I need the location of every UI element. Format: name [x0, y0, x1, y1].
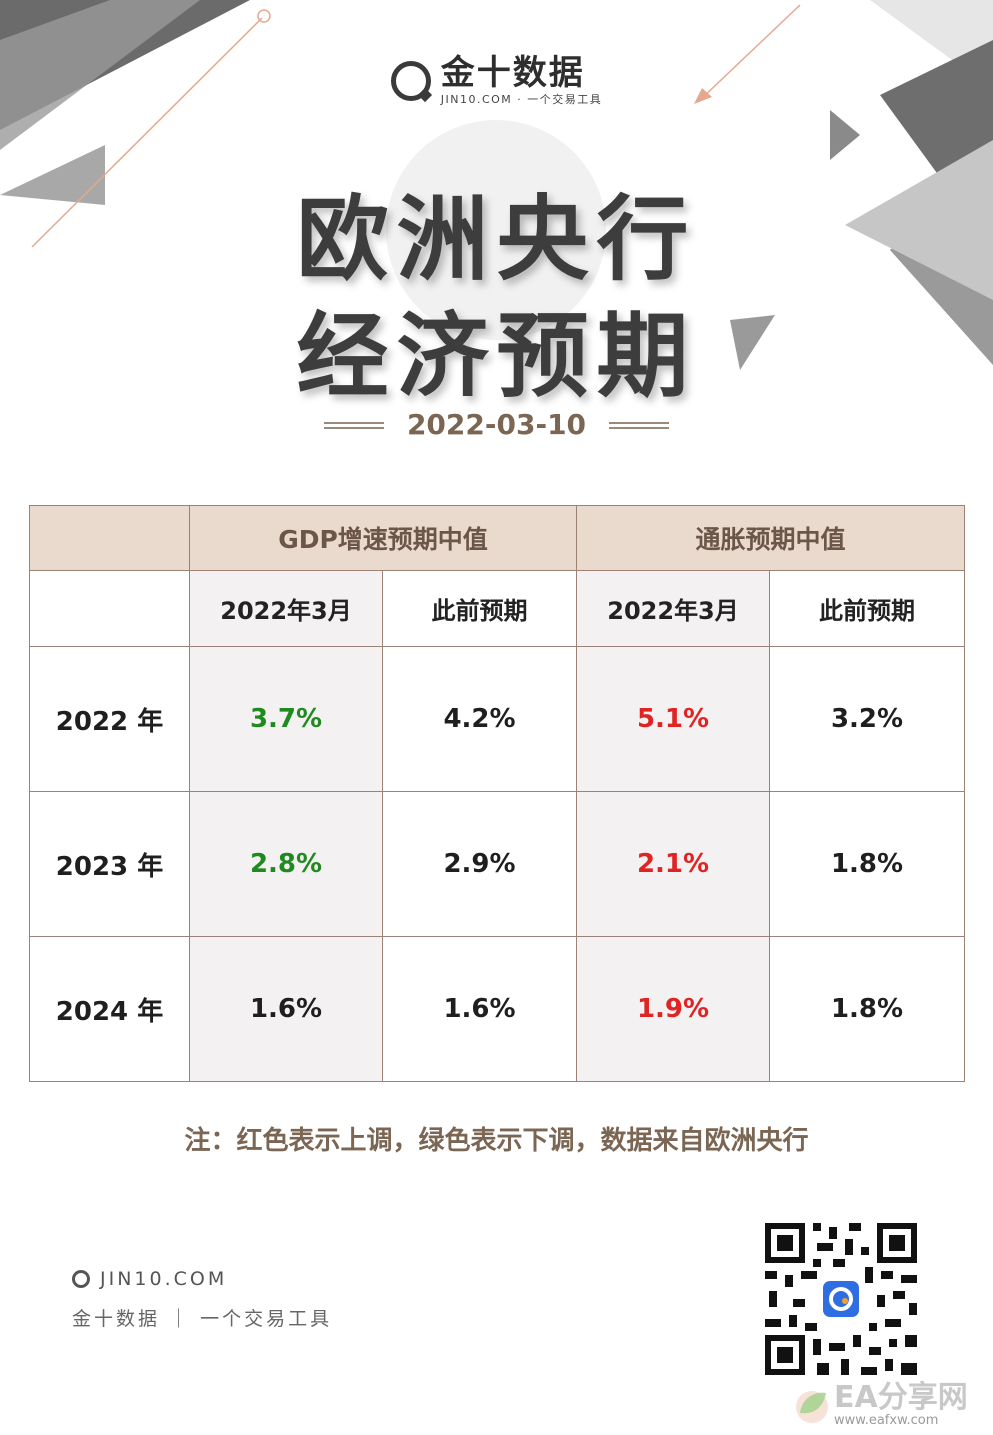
table-group-header-row: GDP增速预期中值 通胀预期中值: [29, 505, 966, 571]
table-sub-header-row: 2022年3月 此前预期 2022年3月 此前预期: [29, 570, 966, 647]
table-row: 2023 年 2.8% 2.9% 2.1% 1.8%: [29, 791, 966, 937]
gdp-previous-header: 此前预期: [381, 570, 578, 647]
year-column-header: [29, 570, 190, 647]
inflation-current-value: 5.1%: [576, 646, 771, 792]
badge-name: EA分享网: [834, 1379, 968, 1415]
table-row: 2024 年 1.6% 1.6% 1.9% 1.8%: [29, 936, 966, 1082]
badge-url: www.eafxw.com: [834, 1412, 939, 1428]
legend-note: 注：红色表示上调，绿色表示下调，数据来自欧洲央行: [184, 1126, 809, 1156]
date-ornament-right: [609, 418, 670, 432]
row-year: 2024 年: [29, 936, 190, 1082]
logo-icon: [72, 1270, 90, 1288]
row-year: 2023 年: [29, 791, 190, 937]
row-year: 2022 年: [29, 646, 190, 792]
gdp-previous-value: 1.6%: [381, 936, 578, 1082]
gdp-current-value: 1.6%: [189, 936, 383, 1082]
footer-url[interactable]: JIN10.COM: [100, 1268, 228, 1290]
brand-name: 金十数据: [440, 53, 585, 93]
inflation-current-value: 2.1%: [576, 791, 771, 937]
footer: JIN10.COM 金十数据 ｜ 一个交易工具: [72, 1268, 332, 1331]
qr-code[interactable]: [765, 1223, 917, 1375]
table-corner-cell: [29, 505, 190, 571]
gdp-current-value: 2.8%: [189, 791, 383, 937]
inflation-previous-value: 1.8%: [769, 791, 966, 937]
footer-tagline: 金十数据 ｜ 一个交易工具: [72, 1308, 333, 1330]
inflation-current-value: 1.9%: [576, 936, 771, 1082]
page-title-line-2: 经济预期: [296, 303, 697, 410]
gdp-current-value: 3.7%: [189, 646, 383, 792]
table-row: 2022 年 3.7% 4.2% 5.1% 3.2%: [29, 646, 966, 792]
logo-icon: [390, 61, 431, 101]
header: 金十数据 JIN10.COM · 一个交易工具: [0, 55, 993, 107]
gdp-group-header: GDP增速预期中值: [188, 505, 578, 571]
inflation-current-header: 2022年3月: [576, 570, 771, 647]
footer-url-row: JIN10.COM: [72, 1268, 332, 1290]
date-row: 2022-03-10: [0, 408, 993, 441]
forecast-table: GDP增速预期中值 通胀预期中值 2022年3月 此前预期 2022年3月 此前…: [29, 505, 966, 1082]
gdp-previous-value: 2.9%: [381, 791, 578, 937]
date-ornament-left: [323, 418, 384, 432]
report-date: 2022-03-10: [406, 408, 587, 441]
gdp-previous-value: 4.2%: [381, 646, 578, 792]
inflation-previous-header: 此前预期: [769, 570, 966, 647]
ea-watermark-badge: EA分享网 www.eafxw.com: [790, 1380, 990, 1430]
inflation-group-header: 通胀预期中值: [576, 505, 966, 571]
gdp-current-header: 2022年3月: [189, 570, 383, 647]
leaf-icon: [796, 1391, 828, 1423]
page-title-line-1: 欧洲央行: [296, 186, 697, 293]
inflation-previous-value: 3.2%: [769, 646, 966, 792]
brand-logo: 金十数据 JIN10.COM · 一个交易工具: [390, 53, 603, 107]
inflation-previous-value: 1.8%: [769, 936, 966, 1082]
brand-subtitle: JIN10.COM · 一个交易工具: [440, 93, 603, 106]
